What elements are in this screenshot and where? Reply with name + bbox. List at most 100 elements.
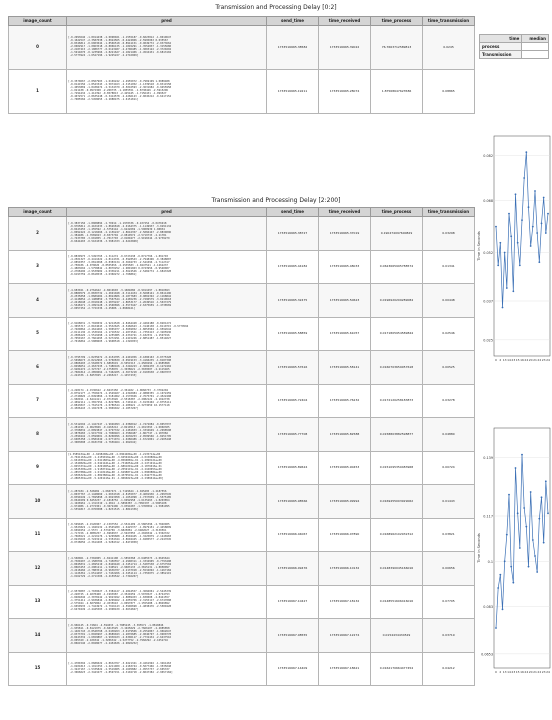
x-tick-label: 14 <box>507 358 511 362</box>
stats-header-median: median <box>521 34 549 43</box>
data-point <box>503 560 506 563</box>
table-row[interactable]: 10 [-1.287184 -2.528482 -1.6607471 -1.712… <box>8 484 475 519</box>
row-send-time: 1733516665.19211 <box>266 69 319 114</box>
table-row[interactable]: 4 [-4.683021 -0.2764642 -4.8619603 -3.168… <box>8 283 475 318</box>
y-tick-label: 0.068 <box>483 199 493 203</box>
row-index: 10 <box>8 484 67 519</box>
row-pred: [1.3585434e+00 -1.6298208e+00 -2.0964489… <box>66 450 267 485</box>
x-tick-label: 24 <box>546 670 550 674</box>
row-pred: [-0.2993646 -1.8914438 -2.0098021 -1.155… <box>66 25 267 70</box>
x-tick-label: 20 <box>529 358 533 362</box>
data-point <box>503 251 506 254</box>
row-time-received: 1733516665.39022 <box>318 25 371 70</box>
row-time-transmission: 0.08865 <box>422 69 475 114</box>
table-row[interactable]: 1 [-0.3570667 -2.8507903 -1.6169242 -1.49… <box>8 69 475 114</box>
row-pred: [-0.5312694 -2.1427447 -1.9046993 -2.038… <box>66 417 267 452</box>
data-point <box>531 225 534 228</box>
row-time-process: 0.0154434434529 <box>370 618 423 653</box>
table-row[interactable]: 3 [-0.8839975 -3.5493765 -1.311274 -0.672… <box>8 249 475 284</box>
plot-area <box>493 135 551 357</box>
row-time-transmission: 0.00525 <box>422 350 475 385</box>
data-point <box>536 571 539 573</box>
row-time-process: 0.0158803882598877 <box>370 417 423 452</box>
x-tick-label: 2 <box>499 670 501 674</box>
y-tick-label: 0.1 <box>488 560 493 564</box>
col-pred[interactable]: pred <box>66 207 267 217</box>
col-send-time[interactable]: send_time <box>266 207 319 217</box>
delay-chart: 0.025 0.037 0.052 0.068 0.082 Time in Seconds… <box>477 135 551 674</box>
col-time-transmission[interactable]: time_transmission <box>422 207 475 217</box>
row-time-received: 1733516667.18132 <box>318 584 371 619</box>
stats-value-transmission <box>521 50 549 59</box>
row-time-received: 1733516665.37019 <box>318 216 371 251</box>
x-tick-label: 24 <box>524 358 528 362</box>
table-row[interactable]: 6 [-0.3795799 -1.8235672 -0.4154785 -0.24… <box>8 350 475 385</box>
table-row[interactable]: 9 [1.3585434e+00 -1.6298208e+00 -2.096448… <box>8 450 475 485</box>
top-table-header: image_count pred send_time time_received… <box>8 16 475 26</box>
x-tick-label: 15 <box>516 358 520 362</box>
row-time-transmission: 0.04880 <box>422 417 475 452</box>
col-time-received[interactable]: time_received <box>318 16 371 26</box>
x-tick-label: 14 <box>507 670 511 674</box>
x-tick-label: 0 <box>495 670 497 674</box>
row-send-time: 1733516665.57616 <box>266 350 319 385</box>
row-index: 15 <box>8 651 67 686</box>
data-point <box>547 512 549 515</box>
data-point <box>499 573 502 576</box>
row-time-transmission: 0.00656 <box>422 551 475 586</box>
table-row[interactable]: 7 [-4.228174 -2.1536622 -2.8447450 -2.361… <box>8 383 475 418</box>
row-index: 1 <box>8 69 67 114</box>
row-send-time: 1733516665.89624 <box>266 450 319 485</box>
col-time-process[interactable]: time_process <box>370 207 423 217</box>
row-time-process: 0.190474097600829 <box>370 216 423 251</box>
row-time-process: 0.0148390045166016 <box>370 551 423 586</box>
row-send-time: 1733516665.72404 <box>266 383 319 418</box>
x-tick-label: 22 <box>537 670 541 674</box>
y-tick-label: 0.082 <box>483 154 493 158</box>
col-pred[interactable]: pred <box>66 16 267 26</box>
top-panel-title: Transmission and Processing Delay [0:2] <box>215 4 337 11</box>
row-index: 13 <box>8 584 67 619</box>
table-row[interactable]: 15 [-1.4780394 -1.0686022 -2.8632767 -3.0… <box>8 651 475 686</box>
data-point <box>512 290 515 293</box>
col-send-time[interactable]: send_time <box>266 16 319 26</box>
row-time-received: 1733516665.61057 <box>318 316 371 351</box>
row-time-transmission: 0.03298 <box>422 216 475 251</box>
col-time-transmission[interactable]: time_transmission <box>422 16 475 26</box>
table-row[interactable]: 11 [-0.599045 -2.1526907 -2.1597552 -2.55… <box>8 517 475 552</box>
row-index: 4 <box>8 283 67 318</box>
x-tick-label: 13 <box>503 358 507 362</box>
stats-value-process <box>521 42 549 51</box>
table-row[interactable]: 5 [-2.9168031 -3.7020032 -2.9214528 -2.84… <box>8 316 475 351</box>
x-tick-label: 21 <box>533 358 537 362</box>
table-row[interactable]: 2 [-0.3837156 -1.8008894 -2.70914 -1.1978… <box>8 216 475 251</box>
data-point <box>521 219 523 222</box>
row-time-process: 0.0169455003929062 <box>370 484 423 519</box>
col-image-count[interactable]: image_count <box>8 16 67 26</box>
row-time-received: 1733516666.10132 <box>318 551 371 586</box>
row-index: 0 <box>8 25 67 70</box>
y-axis-label: Time in Seconds <box>477 533 481 564</box>
row-index: 11 <box>8 517 67 552</box>
data-point <box>525 151 528 154</box>
row-time-process: 0.0151095350483968 <box>370 450 423 485</box>
data-point <box>516 512 519 515</box>
table-row[interactable]: 0 [-0.2993646 -1.8914438 -2.0098021 -1.15… <box>8 25 475 70</box>
table-row[interactable]: 14 [-0.966145 -0.74664 -4.594033 -4.70852… <box>8 618 475 653</box>
row-time-received: 1733516665.82588 <box>318 417 371 452</box>
col-time-process[interactable]: time_process <box>370 16 423 26</box>
col-time-received[interactable]: time_received <box>318 207 371 217</box>
y-tick-label: 0.025 <box>483 338 493 342</box>
x-tick-label: 16 <box>520 670 524 674</box>
row-time-process: 0.0160703659057618 <box>370 350 423 385</box>
row-send-time: 1733516667.14409 <box>266 651 319 686</box>
table-row[interactable]: 12 [-4.568061 -2.7302005 -1.8241108 -1.58… <box>8 551 475 586</box>
col-image-count[interactable]: image_count <box>8 207 67 217</box>
row-send-time: 1733516667.10427 <box>266 584 319 619</box>
data-point <box>512 581 515 584</box>
table-row[interactable]: 13 [-2.9570087 -1.7030027 -3.3384127 -2.2… <box>8 584 475 619</box>
table-row[interactable]: 8 [-0.5312694 -2.1427447 -1.9046993 -2.03… <box>8 417 475 452</box>
stats-label-process: process <box>478 42 523 51</box>
x-tick-label: 23 <box>511 358 515 362</box>
row-index: 5 <box>8 316 67 351</box>
